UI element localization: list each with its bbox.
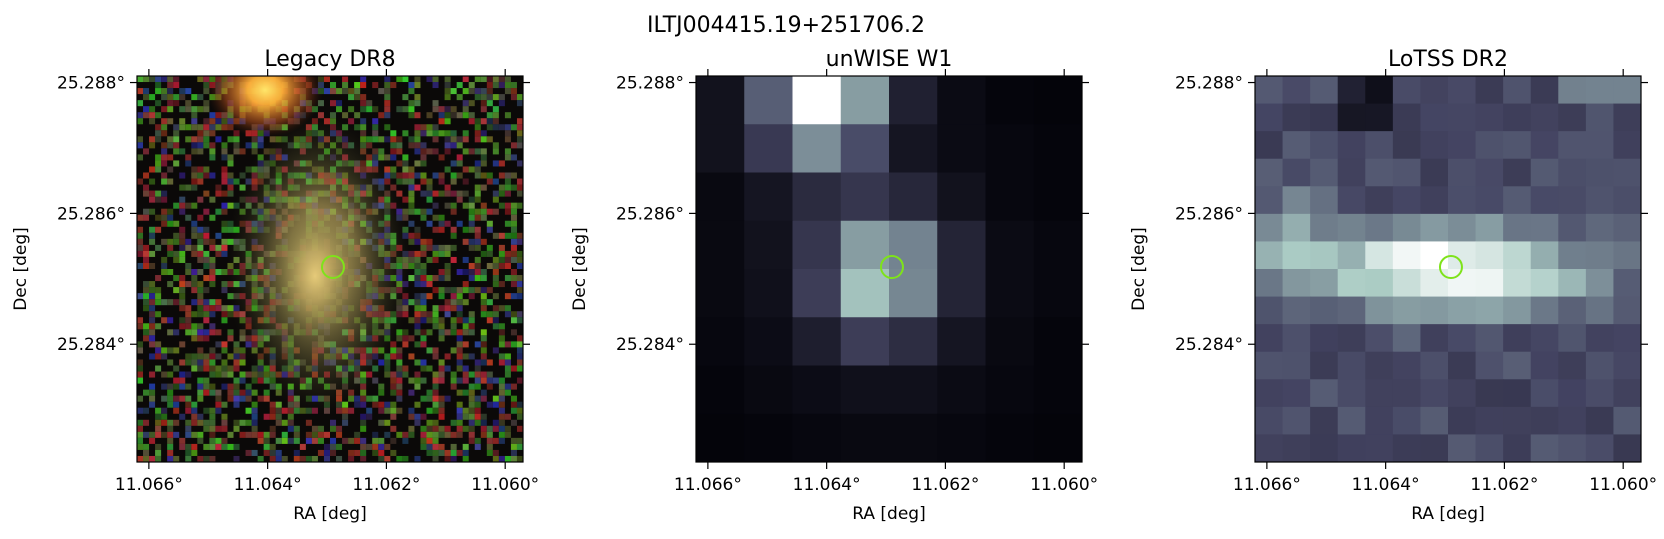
lotss-xtick-label: 11.062° xyxy=(1470,475,1538,495)
unwise-ytick-label: 25.286° xyxy=(616,204,684,224)
unwise-ytick-label: 25.288° xyxy=(616,74,684,94)
unwise-cutout-image xyxy=(696,76,1082,462)
legacy-ytick-label: 25.288° xyxy=(57,74,125,94)
legacy-ytick-label: 25.284° xyxy=(57,335,125,355)
legacy-xaxis-label: RA [deg] xyxy=(293,504,366,524)
panel-unwise: unWISE W1 11.066° 11.064° 11.062° 11.060° 25.… xyxy=(570,47,1098,524)
unwise-xtick-label: 11.066° xyxy=(674,475,742,495)
unwise-xaxis-label: RA [deg] xyxy=(852,504,925,524)
figure-suptitle: ILTJ004415.19+251706.2 xyxy=(647,13,925,38)
unwise-xtick-label: 11.064° xyxy=(793,475,861,495)
legacy-xtick-label: 11.064° xyxy=(234,475,302,495)
lotss-xtick-label: 11.064° xyxy=(1352,475,1420,495)
legacy-panel-title: Legacy DR8 xyxy=(264,47,395,72)
galaxy-core xyxy=(269,204,361,348)
legacy-xtick-label: 11.060° xyxy=(471,475,539,495)
lotss-yaxis-label: Dec [deg] xyxy=(1129,227,1149,311)
legacy-cutout-image xyxy=(137,76,523,462)
unwise-xtick-label: 11.060° xyxy=(1030,475,1098,495)
legacy-xtick-label: 11.066° xyxy=(115,475,183,495)
lotss-ytick-label: 25.284° xyxy=(1175,335,1243,355)
lotss-pixels xyxy=(1255,76,1641,462)
lotss-ytick-label: 25.286° xyxy=(1175,204,1243,224)
unwise-panel-title: unWISE W1 xyxy=(826,47,953,72)
lotss-xtick-label: 11.066° xyxy=(1233,475,1301,495)
unwise-yaxis-label: Dec [deg] xyxy=(570,227,590,311)
panel-lotss: LoTSS DR2 11.066° 11.064° 11.062° 11.060° 25.… xyxy=(1129,47,1657,524)
unwise-xtick-label: 11.062° xyxy=(911,475,979,495)
lotss-panel-title: LoTSS DR2 xyxy=(1388,47,1508,72)
panels-layer: Legacy DR8 11.066° 11.064° 11.062° 11.060° 25… xyxy=(11,47,1657,524)
legacy-yaxis-label: Dec [deg] xyxy=(11,227,31,311)
bright-star-glow xyxy=(207,76,323,138)
legacy-source-marker xyxy=(320,255,345,280)
lotss-xaxis-label: RA [deg] xyxy=(1411,504,1484,524)
lotss-cutout-image xyxy=(1255,76,1641,462)
legacy-axes-frame xyxy=(136,75,524,463)
unwise-axes-frame xyxy=(695,75,1083,463)
lotss-axes-frame xyxy=(1254,75,1642,463)
lotss-source-marker xyxy=(1438,255,1463,280)
unwise-ytick-label: 25.284° xyxy=(616,335,684,355)
unwise-source-marker xyxy=(879,255,904,280)
unwise-pixels xyxy=(696,76,1082,462)
lotss-xtick-label: 11.060° xyxy=(1589,475,1657,495)
lotss-ytick-label: 25.288° xyxy=(1175,74,1243,94)
legacy-xtick-label: 11.062° xyxy=(352,475,420,495)
legacy-ytick-label: 25.286° xyxy=(57,204,125,224)
panel-legacy: Legacy DR8 11.066° 11.064° 11.062° 11.060° 25… xyxy=(11,47,539,524)
